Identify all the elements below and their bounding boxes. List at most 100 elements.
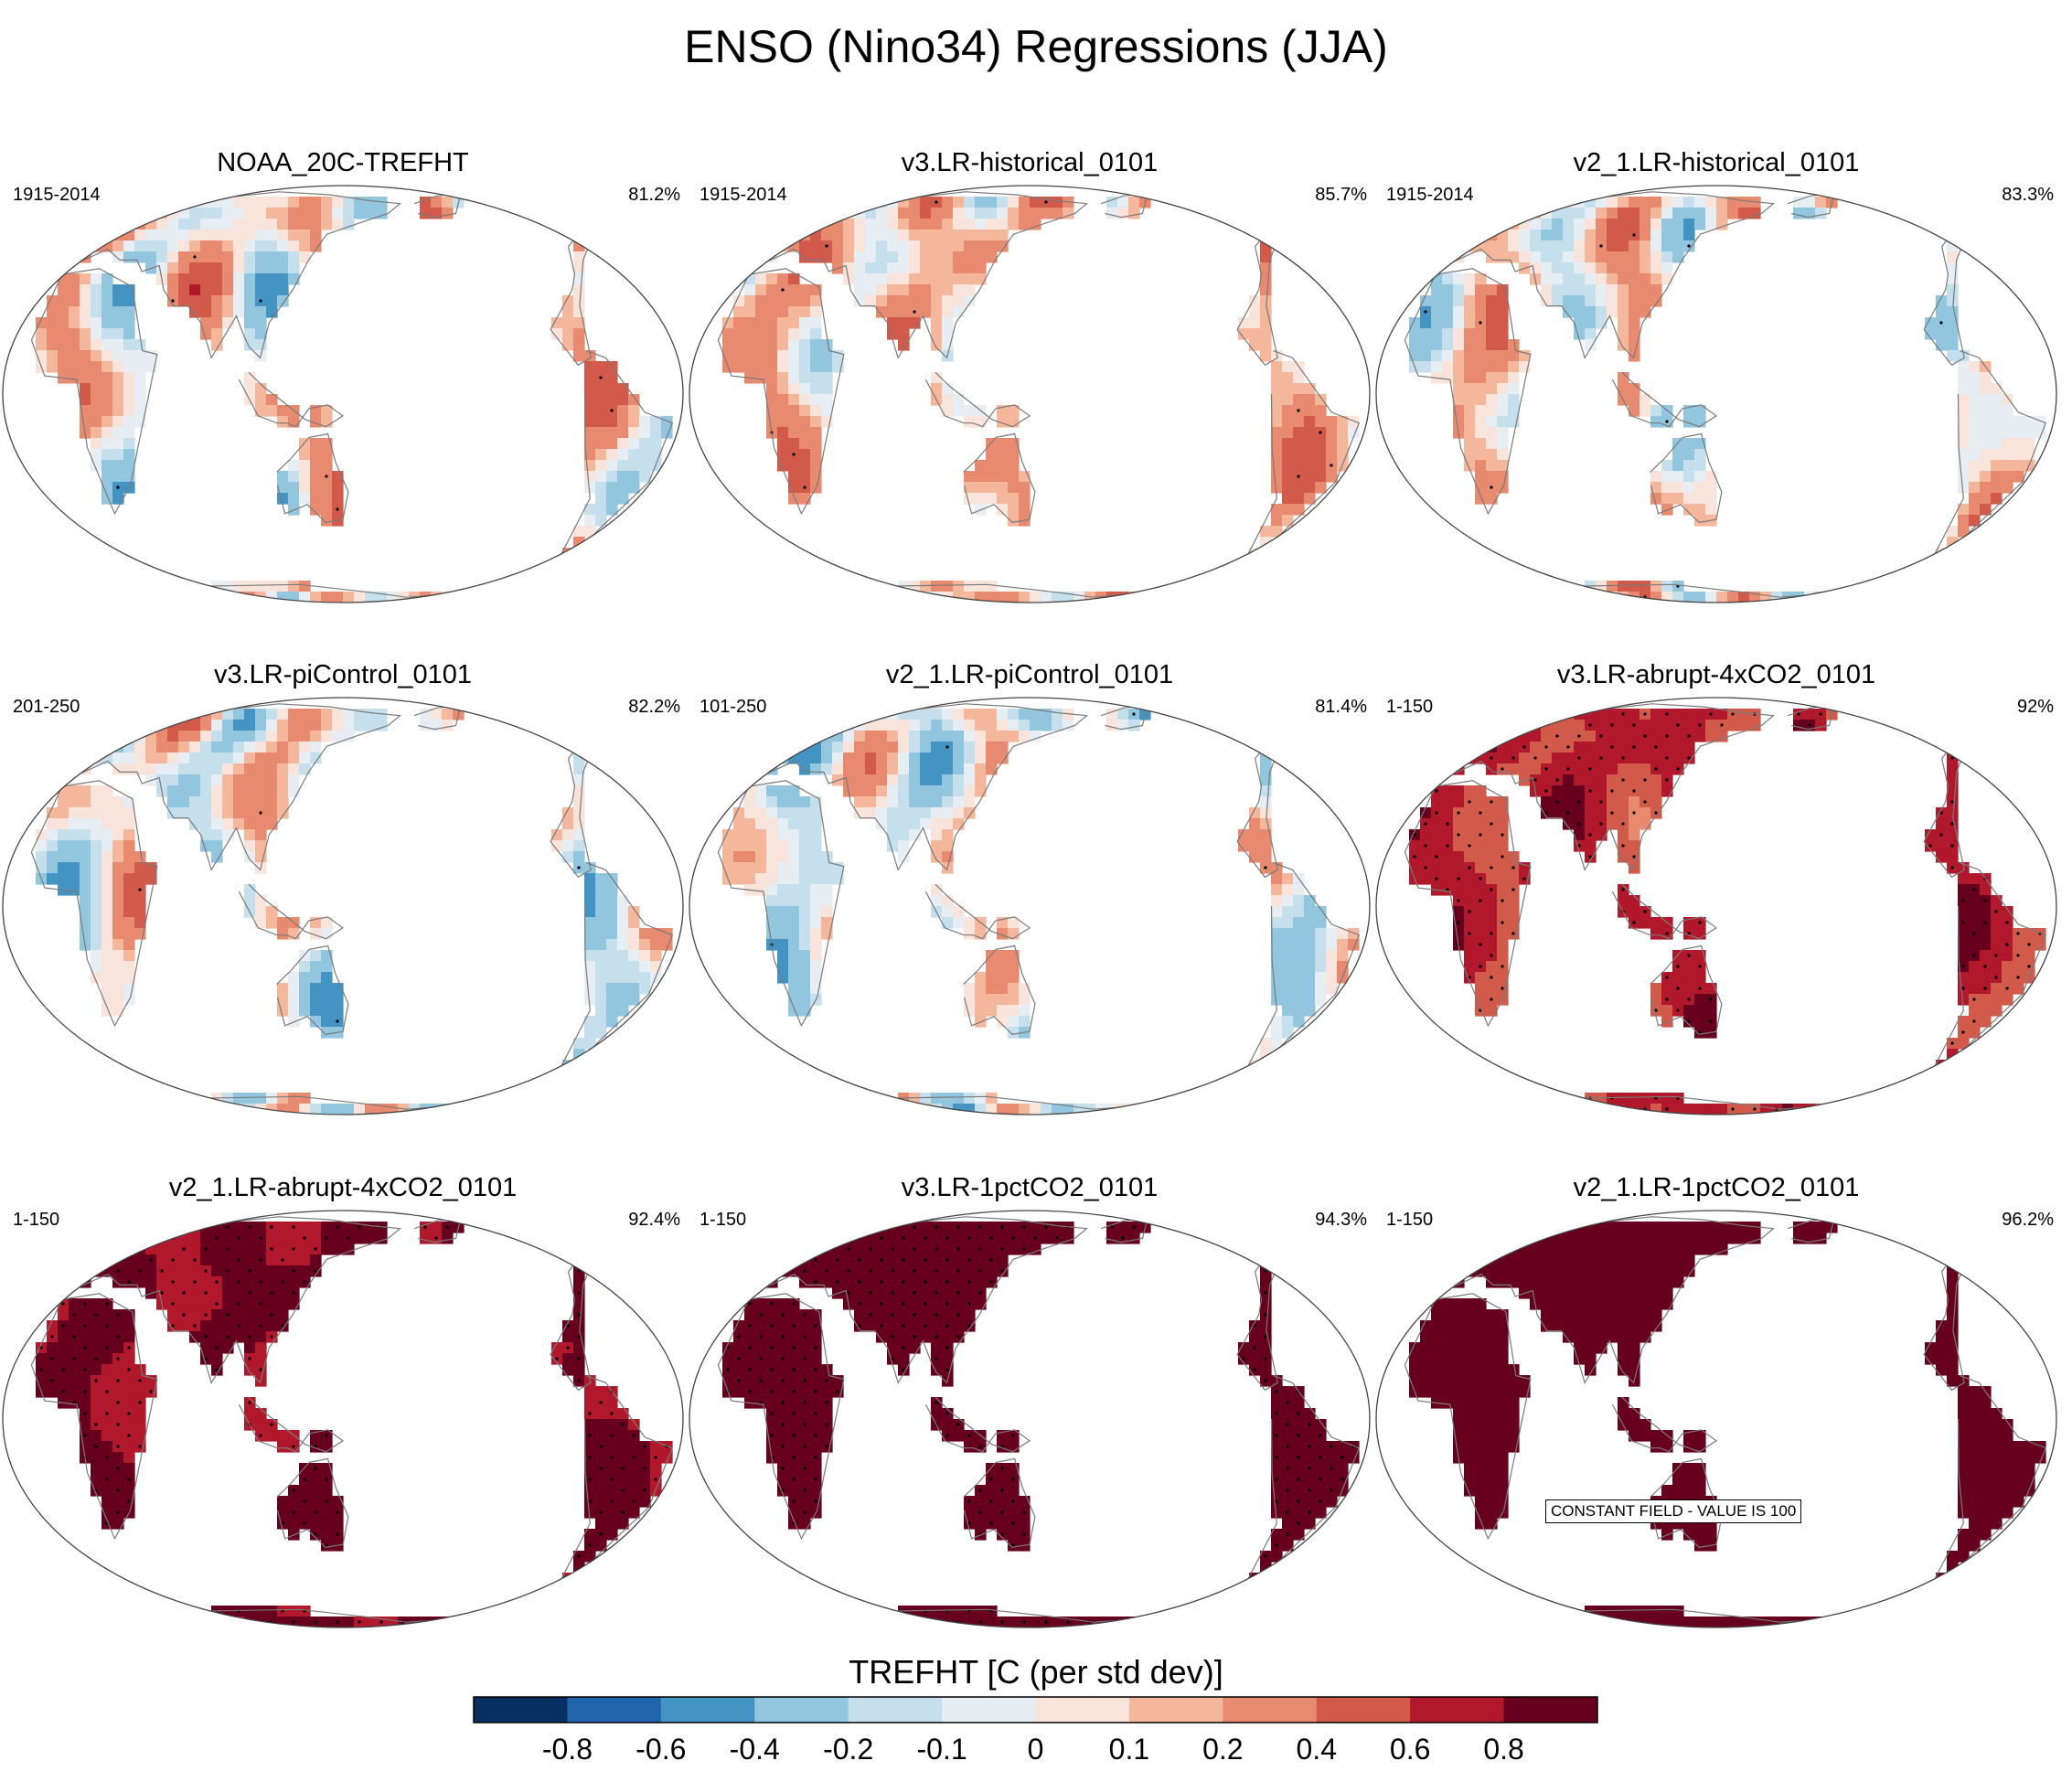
- field-cell: [101, 884, 113, 896]
- field-cell: [91, 851, 102, 863]
- field-cell: [595, 928, 607, 940]
- field-cell: [1293, 961, 1305, 973]
- field-cell: [953, 720, 965, 731]
- field-cell: [112, 752, 124, 764]
- field-cell: [255, 229, 267, 241]
- field-cell: [321, 731, 333, 742]
- field-cell: [1903, 186, 1915, 197]
- field-cell: [854, 262, 866, 274]
- field-cell: [1837, 592, 1849, 603]
- field-cell: [1650, 592, 1662, 603]
- significance-dot: [314, 1269, 317, 1273]
- field-cell: [909, 1104, 921, 1115]
- field-cell: [200, 763, 212, 775]
- significance-dot: [61, 1390, 65, 1393]
- field-cell: [1304, 1005, 1316, 1017]
- field-cell: [310, 1474, 322, 1486]
- field-cell: [777, 405, 789, 417]
- field-cell: [1705, 592, 1717, 603]
- field-cell: [810, 1375, 822, 1387]
- significance-dot: [445, 1225, 449, 1229]
- significance-dot: [105, 1346, 109, 1350]
- significance-dot: [94, 1423, 98, 1426]
- field-cell: [755, 785, 767, 797]
- field-cell: [1618, 317, 1629, 329]
- significance-dot: [956, 1269, 960, 1273]
- significance-dot: [781, 1379, 785, 1382]
- field-cell: [799, 906, 811, 918]
- significance-dot: [1555, 734, 1559, 738]
- field-cell: [595, 449, 607, 461]
- field-cell: [123, 807, 135, 819]
- field-cell: [931, 840, 943, 852]
- field-cell: [595, 1027, 607, 1039]
- field-cell: [1475, 972, 1487, 984]
- field-cell: [244, 229, 256, 241]
- field-cell: [1596, 219, 1607, 230]
- field-cell: [942, 295, 954, 307]
- field-cell: [788, 482, 800, 494]
- significance-dot: [748, 1368, 752, 1371]
- field-cell: [1958, 197, 1970, 208]
- field-cell: [178, 742, 190, 753]
- field-cell: [1205, 592, 1217, 603]
- field-cell: [898, 731, 910, 742]
- field-cell: [1486, 961, 1498, 973]
- field-cell: [178, 1617, 190, 1627]
- field-cell: [310, 482, 322, 494]
- field-cell: [1661, 592, 1673, 603]
- field-cell: [1282, 939, 1294, 951]
- significance-dot: [259, 1324, 262, 1328]
- field-cell: [1683, 493, 1695, 505]
- field-cell: [887, 240, 899, 252]
- field-cell: [975, 1093, 987, 1104]
- field-cell: [865, 295, 877, 307]
- field-cell: [595, 950, 607, 962]
- field-cell: [1947, 251, 1959, 263]
- significance-dot: [1632, 723, 1636, 727]
- field-cell: [91, 1331, 102, 1343]
- field-cell: [1903, 592, 1915, 603]
- field-cell: [898, 742, 910, 753]
- field-cell: [1694, 1104, 1706, 1115]
- field-cell: [799, 1408, 811, 1420]
- field-cell: [112, 1617, 124, 1627]
- field-cell: [628, 906, 640, 918]
- field-cell: [1661, 983, 1673, 995]
- field-cell: [1475, 906, 1487, 918]
- significance-dot: [1698, 987, 1702, 990]
- field-cell: [788, 405, 800, 417]
- field-cell: [1738, 709, 1750, 720]
- field-cell: [189, 731, 201, 742]
- field-cell: [156, 1243, 168, 1255]
- field-cell: [310, 471, 322, 483]
- field-cell: [200, 1320, 212, 1332]
- field-cell: [810, 449, 822, 461]
- map-border: [689, 697, 1371, 1115]
- coastline: [823, 589, 870, 603]
- field-cell: [639, 972, 651, 984]
- field-cell: [777, 895, 789, 907]
- field-cell: [1585, 774, 1597, 786]
- field-cell: [1260, 197, 1272, 208]
- significance-dot: [127, 1346, 131, 1350]
- field-cell: [112, 1430, 124, 1442]
- field-cell: [101, 306, 113, 318]
- field-cell: [876, 1331, 888, 1343]
- field-cell: [1991, 460, 2003, 472]
- field-cell: [1282, 950, 1294, 962]
- field-cell: [1585, 731, 1597, 742]
- field-cell: [628, 928, 640, 940]
- field-cell: [1326, 471, 1338, 483]
- field-cell: [1519, 1104, 1531, 1115]
- field-cell: [91, 306, 102, 318]
- field-cell: [310, 1232, 322, 1244]
- significance-dot: [1950, 1041, 1954, 1045]
- field-cell: [953, 262, 965, 274]
- panel-pattern-correlation: 92.4%: [628, 1210, 680, 1230]
- significance-dot: [215, 1280, 219, 1284]
- field-cell: [1969, 504, 1981, 516]
- field-cell: [1947, 526, 1959, 538]
- field-cell: [134, 229, 146, 241]
- field-cell: [1282, 416, 1294, 428]
